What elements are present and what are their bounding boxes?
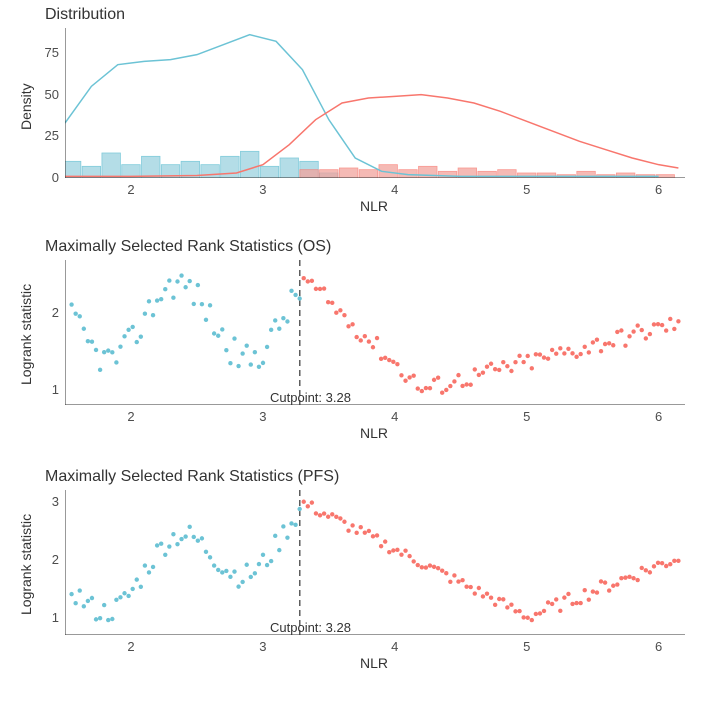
panel1-plot: [65, 28, 685, 178]
tick-label: 25: [45, 128, 59, 143]
tick-label: 3: [259, 639, 266, 654]
tick-label: 2: [127, 639, 134, 654]
tick-label: 50: [45, 87, 59, 102]
tick-label: 6: [655, 182, 662, 197]
tick-label: 3: [259, 182, 266, 197]
panel2-cutpoint-label: Cutpoint: 3.28: [270, 390, 351, 405]
panel3-title: Maximally Selected Rank Statistics (PFS): [45, 468, 339, 486]
panel3-xlabel: NLR: [360, 655, 388, 671]
tick-label: 5: [523, 182, 530, 197]
panel2-title: Maximally Selected Rank Statistics (OS): [45, 238, 331, 256]
tick-label: 75: [45, 45, 59, 60]
figure-container: Distribution Density NLR Maximally Selec…: [0, 0, 708, 704]
tick-label: 4: [391, 639, 398, 654]
tick-label: 3: [259, 409, 266, 424]
panel2-ylabel: Logrank statistic: [18, 284, 34, 385]
panel1-xlabel: NLR: [360, 198, 388, 214]
tick-label: 0: [52, 170, 59, 185]
tick-label: 1: [52, 382, 59, 397]
tick-label: 6: [655, 409, 662, 424]
panel3-ylabel: Logrank statistic: [18, 514, 34, 615]
panel1-ylabel: Density: [18, 83, 34, 130]
panel2-xlabel: NLR: [360, 425, 388, 441]
tick-label: 2: [127, 182, 134, 197]
tick-label: 1: [52, 610, 59, 625]
tick-label: 2: [52, 552, 59, 567]
tick-label: 6: [655, 639, 662, 654]
tick-label: 4: [391, 409, 398, 424]
panel3-cutpoint-label: Cutpoint: 3.28: [270, 620, 351, 635]
tick-label: 5: [523, 639, 530, 654]
panel2-plot: [65, 260, 685, 405]
panel3-plot: [65, 490, 685, 635]
tick-label: 2: [52, 305, 59, 320]
tick-label: 3: [52, 494, 59, 509]
tick-label: 2: [127, 409, 134, 424]
panel1-title: Distribution: [45, 6, 125, 24]
tick-label: 4: [391, 182, 398, 197]
tick-label: 5: [523, 409, 530, 424]
